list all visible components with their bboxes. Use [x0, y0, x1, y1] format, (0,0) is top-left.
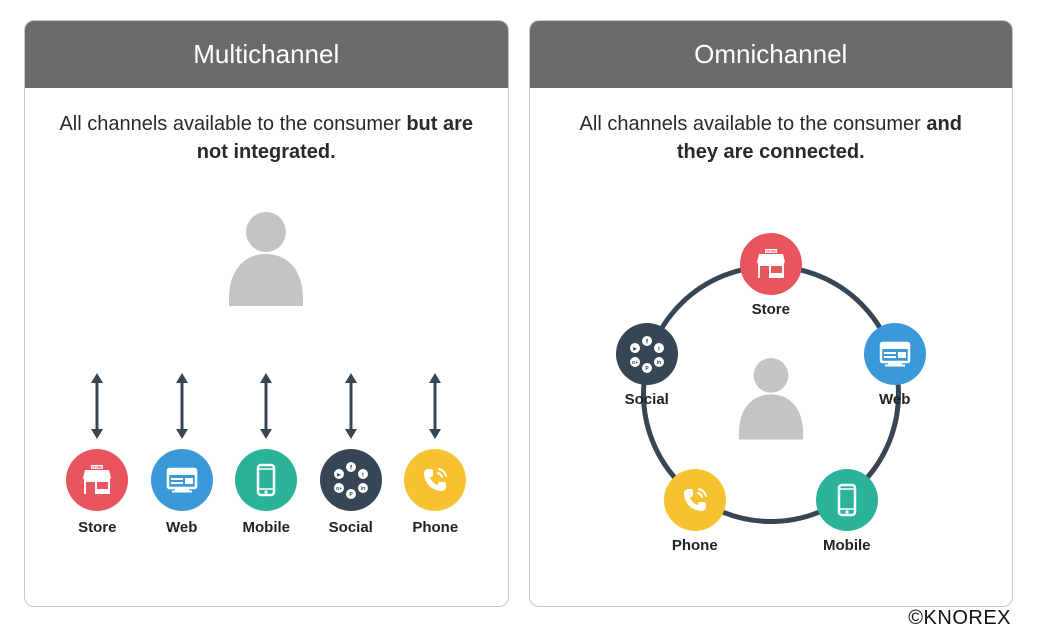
mobile-icon	[235, 449, 297, 511]
bidirectional-arrow-icon	[426, 373, 444, 439]
channel-social: f t in P G+ ▶ Social	[311, 373, 391, 536]
channel-store: STORE Store	[57, 373, 137, 536]
web-icon	[151, 449, 213, 511]
omnichannel-description: All channels available to the consumer a…	[560, 110, 983, 166]
channel-social: f t in P G+ ▶ Social	[616, 323, 678, 408]
panel-title: Omnichannel	[530, 21, 1013, 88]
multichannel-description: All channels available to the consumer b…	[55, 110, 478, 166]
person-icon	[221, 206, 311, 311]
panel-title: Multichannel	[25, 21, 508, 88]
channel-web: Web	[142, 373, 222, 536]
store-icon: STORE	[740, 233, 802, 295]
web-icon	[864, 323, 926, 385]
channel-phone: Phone	[664, 469, 726, 554]
svg-text:in: in	[361, 486, 365, 492]
social-icon: f t in P G+ ▶	[320, 449, 382, 511]
bidirectional-arrow-icon	[342, 373, 360, 439]
channel-label: Social	[329, 519, 373, 536]
channel-label: Mobile	[243, 519, 291, 536]
channel-label: Store	[78, 519, 116, 536]
multichannel-diagram: STORE Store Web Mobile f t in P G+ ▶ Soc…	[55, 196, 478, 536]
channel-label: Store	[752, 301, 790, 318]
svg-text:STORE: STORE	[92, 466, 103, 470]
channel-web: Web	[864, 323, 926, 408]
svg-text:G+: G+	[336, 486, 343, 491]
phone-icon	[664, 469, 726, 531]
channel-label: Social	[625, 391, 669, 408]
omnichannel-diagram: STORE Store Web Mobile Phone f t in P G+…	[560, 196, 983, 576]
phone-icon	[404, 449, 466, 511]
social-icon: f t in P G+ ▶	[616, 323, 678, 385]
bidirectional-arrow-icon	[257, 373, 275, 439]
bidirectional-arrow-icon	[88, 373, 106, 439]
channel-label: Mobile	[823, 537, 871, 554]
svg-text:G+: G+	[632, 360, 639, 365]
channel-mobile: Mobile	[816, 469, 878, 554]
bidirectional-arrow-icon	[173, 373, 191, 439]
channel-label: Phone	[672, 537, 718, 554]
channel-mobile: Mobile	[226, 373, 306, 536]
channel-label: Phone	[412, 519, 458, 536]
channel-label: Web	[879, 391, 910, 408]
mobile-icon	[816, 469, 878, 531]
copyright-credit: ©KNOREX	[908, 607, 1011, 630]
channel-phone: Phone	[395, 373, 475, 536]
channel-store: STORE Store	[740, 233, 802, 318]
svg-text:STORE: STORE	[765, 249, 776, 253]
person-icon	[732, 352, 810, 445]
multichannel-panel: Multichannel All channels available to t…	[24, 20, 509, 607]
store-icon: STORE	[66, 449, 128, 511]
omnichannel-panel: Omnichannel All channels available to th…	[529, 20, 1014, 607]
channel-label: Web	[166, 519, 197, 536]
svg-text:in: in	[657, 360, 661, 366]
